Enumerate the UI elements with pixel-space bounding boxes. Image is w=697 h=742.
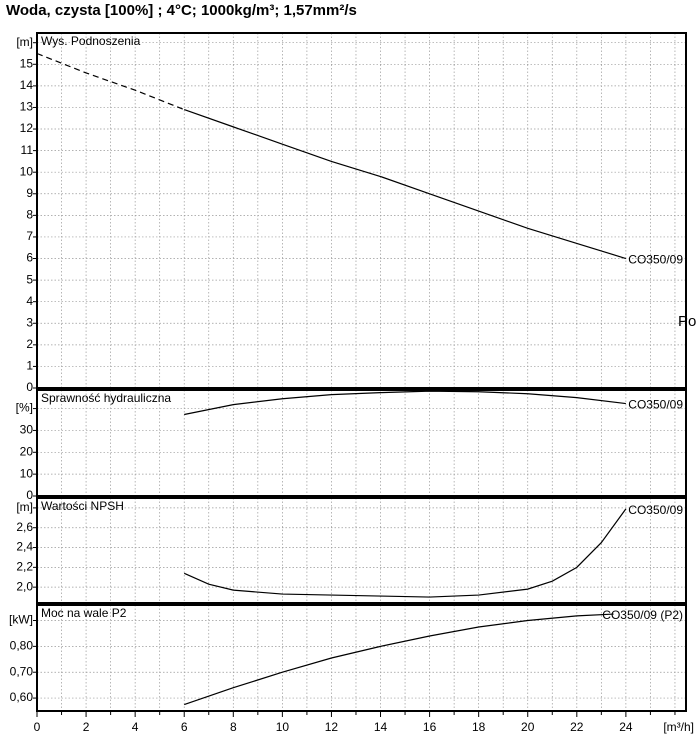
curve xyxy=(183,508,627,598)
x-tick-label: 14 xyxy=(374,720,388,734)
y-tick-label: 4 xyxy=(26,294,33,308)
panel-title: Wys. Podnoszenia xyxy=(41,34,141,48)
x-tick-label: 2 xyxy=(83,720,90,734)
y-tick-label: 10 xyxy=(20,466,34,480)
y-tick-label: 2,6 xyxy=(16,520,33,534)
y-tick-label: 0 xyxy=(26,380,33,394)
y-tick-label: 9 xyxy=(26,186,33,200)
y-tick-label: 2,0 xyxy=(16,579,33,593)
x-tick-label: 16 xyxy=(423,720,437,734)
y-tick-label: [m] xyxy=(16,35,33,49)
x-tick-label: 12 xyxy=(325,720,339,734)
x-tick-label: 6 xyxy=(181,720,188,734)
y-tick-label: [%] xyxy=(16,401,33,415)
curve xyxy=(184,390,626,416)
y-tick-label: 0,70 xyxy=(10,664,34,678)
y-tick-label: 7 xyxy=(26,229,33,243)
y-tick-label: 2,2 xyxy=(16,560,33,574)
x-tick-label: 0 xyxy=(34,720,41,734)
curve xyxy=(184,613,614,706)
x-tick-label: 10 xyxy=(276,720,290,734)
panel-title: Sprawność hydrauliczna xyxy=(41,391,171,405)
page-title: Woda, czysta [100%] ; 4°C; 1000kg/m³; 1,… xyxy=(6,2,357,19)
y-tick-label: 14 xyxy=(20,78,34,92)
y-tick-label: 15 xyxy=(20,56,34,70)
y-tick-label: 30 xyxy=(20,423,34,437)
panel-frame xyxy=(36,497,687,604)
x-tick-label: 18 xyxy=(472,720,486,734)
y-tick-label: 2,4 xyxy=(16,540,33,554)
x-tick-label: 20 xyxy=(521,720,535,734)
y-tick-label: 1 xyxy=(26,359,33,373)
panel-frame xyxy=(36,604,687,712)
y-tick-label: 3 xyxy=(26,315,33,329)
y-tick-label: [kW] xyxy=(9,613,33,627)
x-tick-label: 22 xyxy=(570,720,584,734)
y-tick-label: 5 xyxy=(26,272,33,286)
curve xyxy=(36,52,185,111)
y-tick-label: 10 xyxy=(20,164,34,178)
x-tick-label: 8 xyxy=(230,720,237,734)
y-tick-label: 13 xyxy=(20,100,34,114)
panel-frame xyxy=(36,32,687,389)
y-tick-label: 8 xyxy=(26,208,33,222)
y-tick-label: 12 xyxy=(20,121,34,135)
x-unit: [m³/h] xyxy=(663,720,694,734)
y-tick-label: 11 xyxy=(21,143,34,157)
series-label: CO350/09 (P2) xyxy=(602,608,683,622)
y-tick-label: 20 xyxy=(20,444,34,458)
panel-title: Moc na wale P2 xyxy=(41,606,127,620)
series-label: CO350/09 xyxy=(628,503,683,517)
x-tick-label: 24 xyxy=(619,720,633,734)
panel-frame xyxy=(36,389,687,497)
x-tick-label: 4 xyxy=(132,720,139,734)
y-tick-label: [m] xyxy=(16,500,33,514)
series-label: CO350/09 xyxy=(628,253,683,267)
curve xyxy=(184,109,627,260)
y-tick-label: 0 xyxy=(26,488,33,502)
y-tick-label: 0,60 xyxy=(10,690,34,704)
y-tick-label: 6 xyxy=(26,251,33,265)
y-tick-label: 2 xyxy=(26,337,33,351)
y-tick-label: 0,80 xyxy=(10,639,34,653)
series-label: CO350/09 xyxy=(628,398,683,412)
annotation: Po xyxy=(678,313,696,330)
panel-title: Wartości NPSH xyxy=(41,499,124,513)
